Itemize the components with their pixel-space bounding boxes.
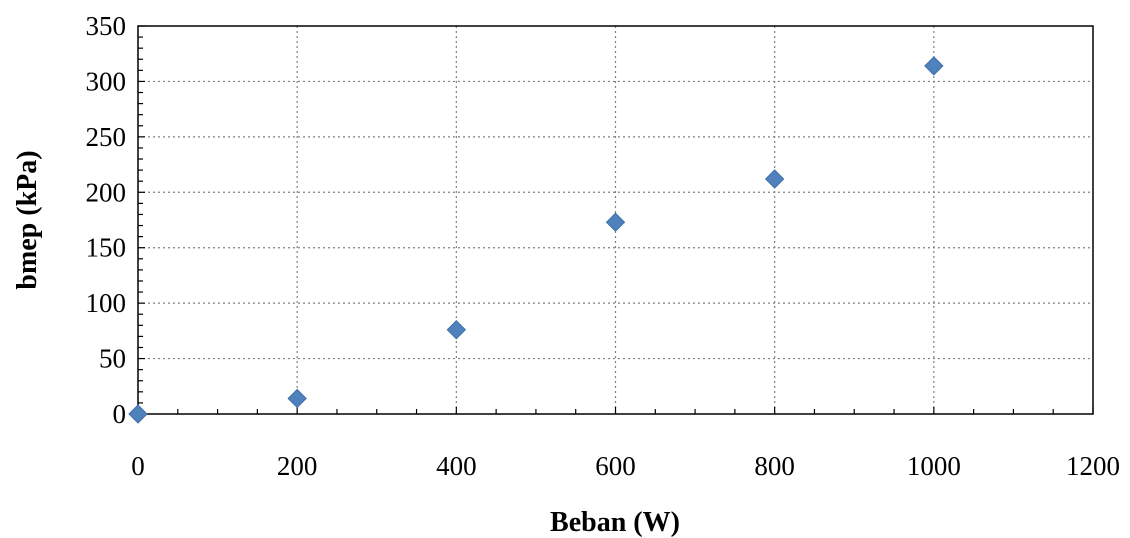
x-tick-label: 1000 <box>907 451 961 481</box>
y-tick-label: 50 <box>99 344 126 374</box>
x-axis-tick-labels: 0 200 400 600 800 1000 1200 <box>131 451 1120 481</box>
data-point-diamond <box>446 320 467 340</box>
data-point-diamond <box>764 169 785 189</box>
grid-lines <box>138 26 1093 414</box>
x-tick-label: 200 <box>277 451 318 481</box>
x-axis-title: Beban (W) <box>550 507 680 538</box>
y-axis-tick-labels: 0 50 100 150 200 250 300 350 <box>86 11 127 429</box>
y-tick-label: 250 <box>86 122 127 152</box>
data-point-diamond <box>924 56 944 76</box>
x-tick-label: 0 <box>131 451 145 481</box>
data-point-diamond <box>605 212 626 232</box>
y-tick-label: 300 <box>86 66 127 96</box>
y-axis-title: bmep (kPa) <box>12 150 43 289</box>
y-tick-label: 350 <box>86 11 127 41</box>
y-tick-label: 0 <box>113 399 127 429</box>
data-point-diamond <box>128 404 148 424</box>
data-points <box>128 56 944 424</box>
x-tick-label: 1200 <box>1066 451 1120 481</box>
plot-area-frame <box>137 25 1094 415</box>
y-tick-label: 150 <box>86 233 127 263</box>
x-tick-label: 600 <box>595 451 636 481</box>
y-tick-label: 100 <box>86 288 127 318</box>
data-point-diamond <box>287 388 307 409</box>
x-tick-label: 400 <box>436 451 477 481</box>
y-tick-label: 200 <box>86 177 127 207</box>
x-tick-label: 800 <box>754 451 795 481</box>
